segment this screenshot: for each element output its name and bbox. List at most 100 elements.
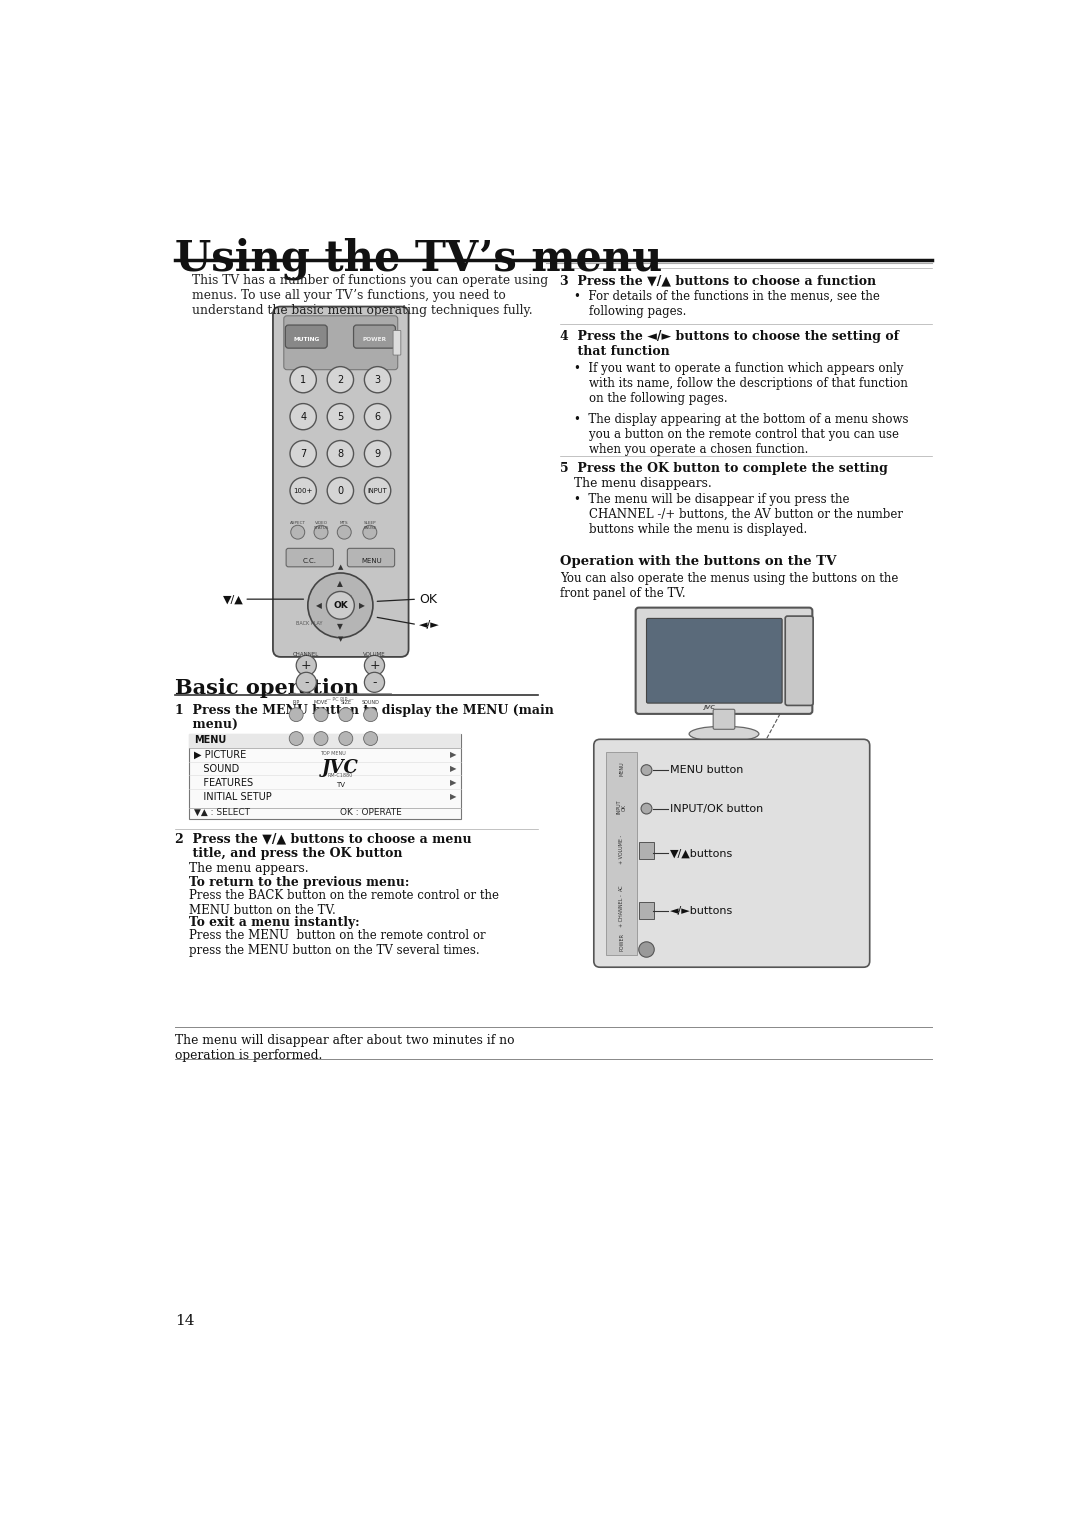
Text: The menu appears.: The menu appears. — [189, 862, 309, 874]
Circle shape — [291, 440, 316, 466]
Text: INPUT: INPUT — [367, 487, 388, 494]
Text: 4: 4 — [300, 411, 307, 422]
Text: ▼/▲buttons: ▼/▲buttons — [670, 848, 733, 859]
Text: OK : OPERATE: OK : OPERATE — [340, 808, 402, 817]
Bar — [329, 596, 351, 610]
Text: To exit a menu instantly:: To exit a menu instantly: — [189, 915, 360, 929]
FancyBboxPatch shape — [286, 549, 334, 567]
Text: 0: 0 — [337, 486, 343, 495]
Text: The menu disappears.: The menu disappears. — [573, 477, 712, 490]
Text: C.C.: C.C. — [302, 558, 316, 564]
Text: ASPECT: ASPECT — [289, 521, 306, 526]
Text: OK: OK — [419, 593, 437, 605]
Text: JVC: JVC — [703, 704, 715, 709]
FancyBboxPatch shape — [348, 549, 394, 567]
Text: You can also operate the menus using the buttons on the
front panel of the TV.: You can also operate the menus using the… — [559, 571, 899, 601]
Text: ▶: ▶ — [449, 792, 456, 801]
Ellipse shape — [689, 726, 759, 741]
FancyBboxPatch shape — [594, 740, 869, 967]
Text: INPUT
OK: INPUT OK — [617, 799, 627, 814]
Circle shape — [364, 440, 391, 466]
Circle shape — [291, 526, 305, 539]
Circle shape — [638, 941, 654, 957]
Bar — [189, 733, 460, 819]
Circle shape — [339, 707, 353, 721]
Circle shape — [327, 477, 353, 504]
Text: POWER: POWER — [619, 932, 624, 950]
FancyBboxPatch shape — [393, 330, 401, 354]
Circle shape — [337, 526, 351, 539]
Text: 3: 3 — [375, 374, 380, 385]
Text: 7: 7 — [300, 449, 307, 458]
Text: ▶: ▶ — [449, 750, 456, 759]
FancyBboxPatch shape — [647, 619, 782, 703]
Text: 9: 9 — [375, 449, 380, 458]
Circle shape — [291, 477, 316, 504]
Circle shape — [339, 732, 353, 746]
Circle shape — [289, 732, 303, 746]
Text: 1: 1 — [300, 374, 307, 385]
Text: ▼: ▼ — [338, 636, 343, 642]
Text: The menu will disappear after about two minutes if no
operation is performed.: The menu will disappear after about two … — [175, 1034, 515, 1062]
Circle shape — [364, 672, 384, 692]
Text: RM-C1880: RM-C1880 — [327, 773, 353, 778]
Text: Press the BACK button on the remote control or the
MENU button on the TV.: Press the BACK button on the remote cont… — [189, 889, 499, 917]
Text: 8: 8 — [337, 449, 343, 458]
Text: SIZE: SIZE — [340, 700, 351, 706]
Text: TV: TV — [336, 782, 345, 787]
Text: MTS: MTS — [340, 521, 349, 526]
Text: +: + — [301, 659, 312, 672]
Text: + CHANNEL -: + CHANNEL - — [619, 894, 624, 927]
Circle shape — [289, 707, 303, 721]
Circle shape — [363, 526, 377, 539]
Circle shape — [291, 367, 316, 393]
Text: AC: AC — [619, 885, 624, 891]
Text: SOUND: SOUND — [194, 764, 239, 775]
Circle shape — [314, 707, 328, 721]
Circle shape — [364, 732, 378, 746]
Text: MOVE: MOVE — [314, 700, 328, 706]
Text: •  The display appearing at the bottom of a menu shows
    you a button on the r: • The display appearing at the bottom of… — [573, 413, 908, 455]
Circle shape — [308, 573, 373, 637]
FancyBboxPatch shape — [285, 325, 327, 348]
Text: INITIAL SETUP: INITIAL SETUP — [194, 792, 272, 802]
Circle shape — [364, 403, 391, 429]
Text: -: - — [305, 675, 309, 689]
Text: Using the TV’s menu: Using the TV’s menu — [175, 237, 662, 280]
Text: MENU: MENU — [619, 761, 624, 776]
Text: ▶: ▶ — [449, 778, 456, 787]
Circle shape — [642, 764, 652, 776]
Text: MUTING: MUTING — [293, 336, 320, 342]
Circle shape — [327, 440, 353, 466]
Text: Operation with the buttons on the TV: Operation with the buttons on the TV — [559, 555, 836, 568]
Text: VOLUME: VOLUME — [363, 651, 386, 657]
Text: CHANNEL: CHANNEL — [293, 651, 320, 657]
FancyBboxPatch shape — [273, 307, 408, 657]
Text: 2  Press the ▼/▲ buttons to choose a menu
    title, and press the OK button: 2 Press the ▼/▲ buttons to choose a menu… — [175, 833, 472, 860]
Text: •  The menu will be disappear if you press the
    CHANNEL -/+ buttons, the AV b: • The menu will be disappear if you pres… — [573, 494, 903, 536]
Text: 14: 14 — [175, 1314, 194, 1328]
FancyBboxPatch shape — [284, 316, 397, 370]
Circle shape — [642, 804, 652, 814]
Text: Basic operation: Basic operation — [175, 678, 360, 698]
FancyBboxPatch shape — [353, 325, 395, 348]
Text: •  For details of the functions in the menus, see the
    following pages.: • For details of the functions in the me… — [573, 290, 879, 318]
Text: ▶: ▶ — [449, 764, 456, 773]
Text: ▲: ▲ — [338, 564, 343, 570]
Circle shape — [296, 656, 316, 675]
Text: 1  Press the MENU button to display the MENU (main
    menu): 1 Press the MENU button to display the M… — [175, 704, 554, 732]
Text: This TV has a number of functions you can operate using
menus. To use all your T: This TV has a number of functions you ca… — [192, 274, 549, 318]
Circle shape — [364, 656, 384, 675]
Text: 5: 5 — [337, 411, 343, 422]
Text: To return to the previous menu:: To return to the previous menu: — [189, 876, 409, 889]
Text: MENU button: MENU button — [670, 766, 743, 775]
Text: SOUND: SOUND — [362, 700, 379, 706]
Circle shape — [326, 591, 354, 619]
Circle shape — [291, 403, 316, 429]
Text: — PC PIP —: — PC PIP — — [326, 697, 354, 701]
Text: ▶: ▶ — [360, 601, 365, 610]
Text: ▲: ▲ — [337, 579, 343, 588]
Text: +: + — [369, 659, 380, 672]
Text: MENU: MENU — [194, 735, 226, 746]
Text: 6: 6 — [375, 411, 380, 422]
